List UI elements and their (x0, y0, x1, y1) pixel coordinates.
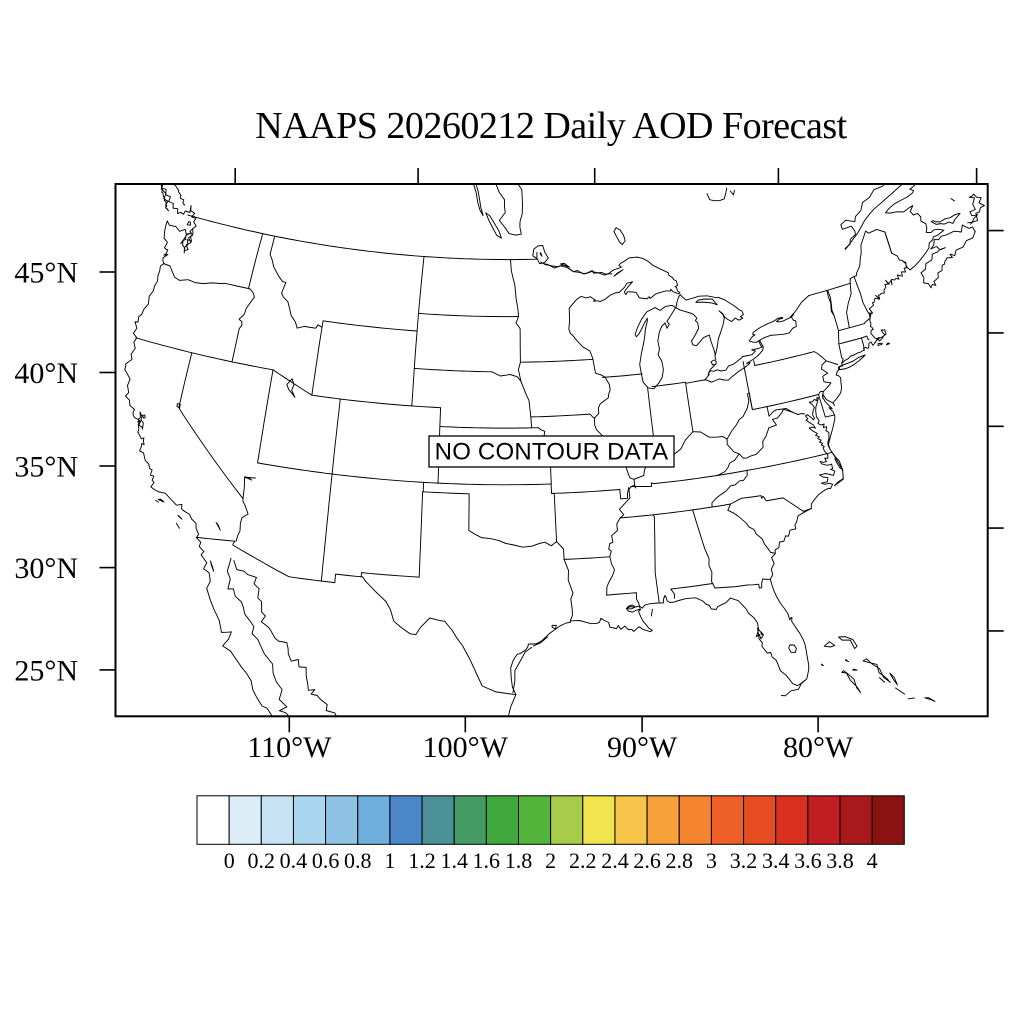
svg-text:80°W: 80°W (783, 731, 854, 764)
svg-text:3: 3 (706, 848, 717, 873)
svg-text:2.4: 2.4 (601, 848, 629, 873)
svg-text:1.4: 1.4 (440, 848, 468, 873)
svg-text:1: 1 (384, 848, 395, 873)
svg-text:2.2: 2.2 (569, 848, 597, 873)
svg-text:0.4: 0.4 (280, 848, 308, 873)
svg-text:NO CONTOUR DATA: NO CONTOUR DATA (435, 439, 669, 466)
svg-text:0.2: 0.2 (248, 848, 276, 873)
svg-text:NAAPS 20260212 Daily AOD Forec: NAAPS 20260212 Daily AOD Forecast (255, 105, 847, 147)
svg-text:2: 2 (545, 848, 556, 873)
svg-text:1.6: 1.6 (473, 848, 501, 873)
svg-text:0.6: 0.6 (312, 848, 340, 873)
svg-text:0: 0 (224, 848, 235, 873)
svg-text:4: 4 (867, 848, 878, 873)
svg-text:100°W: 100°W (423, 731, 509, 764)
svg-text:3.8: 3.8 (826, 848, 854, 873)
svg-text:3.6: 3.6 (794, 848, 822, 873)
svg-text:0.8: 0.8 (344, 848, 372, 873)
svg-text:25°N: 25°N (14, 654, 78, 687)
svg-text:2.6: 2.6 (633, 848, 661, 873)
svg-text:1.8: 1.8 (505, 848, 533, 873)
svg-text:45°N: 45°N (14, 257, 78, 290)
svg-text:2.8: 2.8 (665, 848, 693, 873)
svg-text:35°N: 35°N (14, 451, 78, 484)
svg-text:40°N: 40°N (14, 357, 78, 390)
svg-text:30°N: 30°N (14, 552, 78, 585)
svg-text:1.2: 1.2 (408, 848, 436, 873)
svg-text:90°W: 90°W (607, 731, 678, 764)
svg-text:3.2: 3.2 (730, 848, 758, 873)
svg-text:3.4: 3.4 (762, 848, 790, 873)
svg-text:110°W: 110°W (247, 731, 332, 764)
